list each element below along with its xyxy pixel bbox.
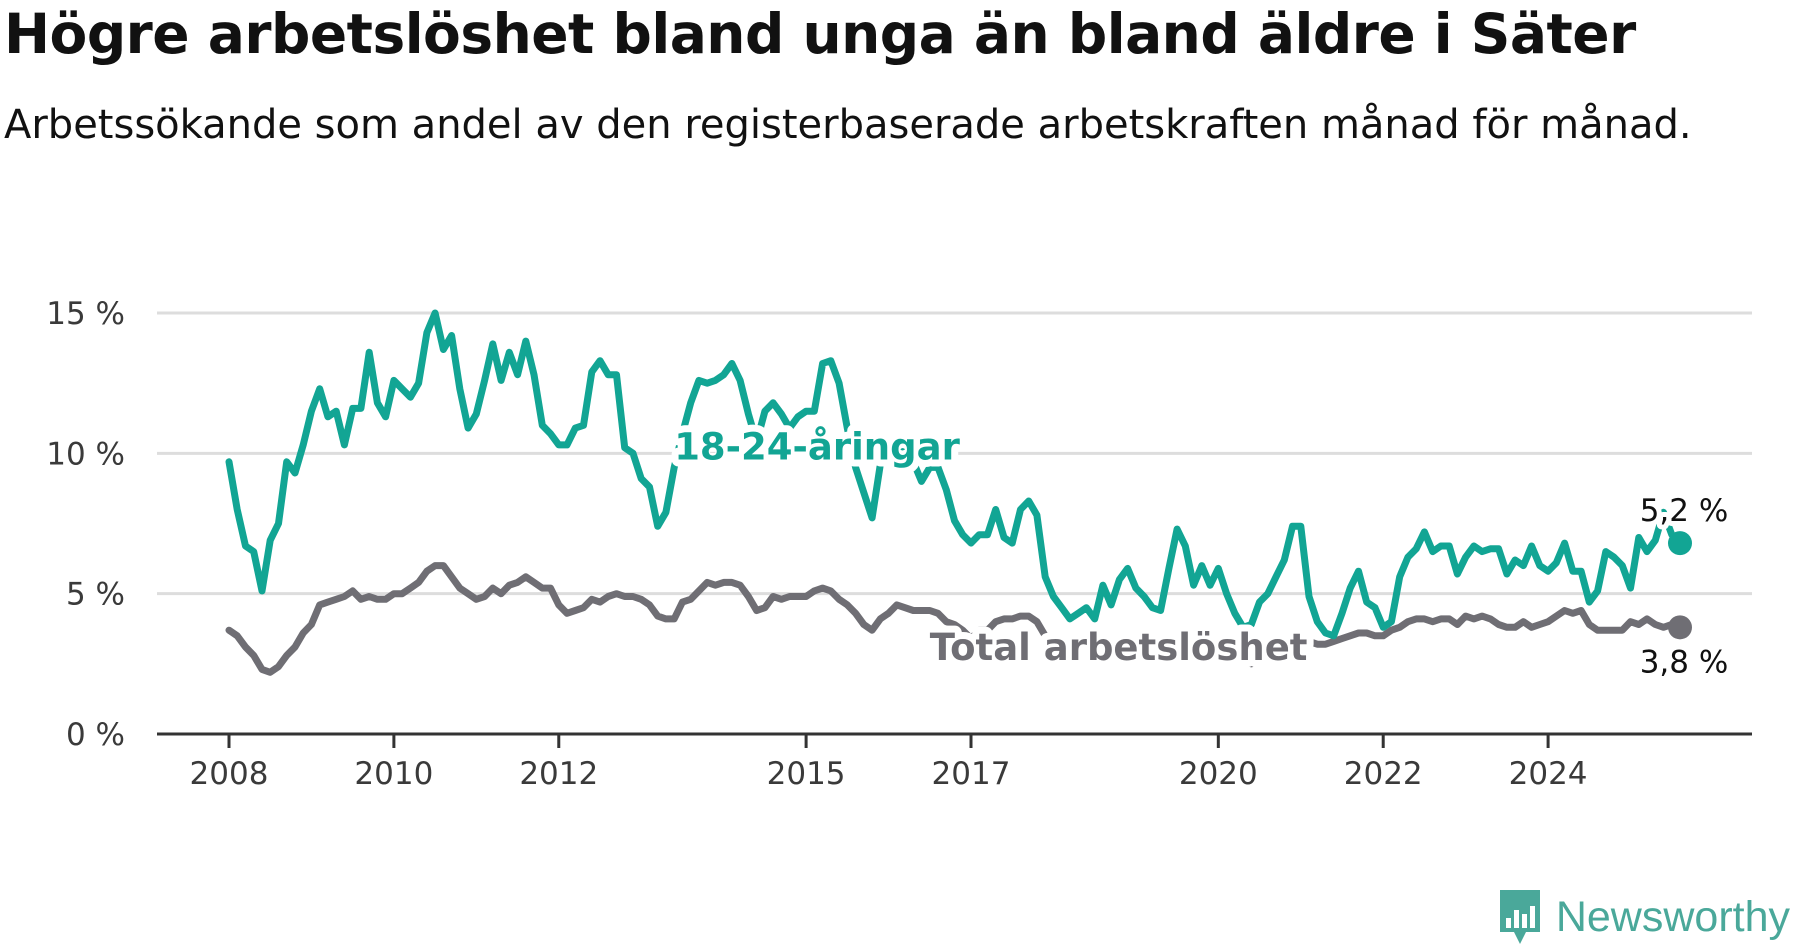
end-value-label-halo: 5,2 % [1640, 493, 1729, 529]
y-axis-ticks: 0 % 5 % 10 % 15 % [46, 296, 125, 753]
line-chart: 0 %5 %10 %15 % 2008 2010 2012 2015 2017 2020 2… [46, 296, 1752, 792]
series-name-label-halo: 18-24-åringar [674, 426, 960, 469]
brand: Newsworthy [1496, 886, 1790, 948]
end-value-label: 3,8 % [1640, 644, 1729, 680]
x-tick-label: 2022 [1344, 756, 1423, 792]
y-tick-label: 15 % [46, 296, 125, 332]
series-end-marker [1668, 615, 1692, 640]
x-axis-ticks: 2008 2010 2012 2015 2017 2020 2022 2024 [190, 734, 1588, 792]
series-name-label: Total arbetslöshet [930, 626, 1308, 669]
end-value-label: 5,2 % [1640, 493, 1729, 529]
x-tick-label: 2024 [1509, 756, 1588, 792]
series-line [225, 309, 1684, 640]
x-tick-label: 2020 [1179, 756, 1258, 792]
series-line [225, 562, 1684, 676]
series-name-label: 18-24-åringar [674, 426, 960, 469]
x-tick-label: 2010 [354, 756, 433, 792]
x-tick-label: 2012 [519, 756, 598, 792]
x-tick-label: 2008 [190, 756, 269, 792]
series-name-label-halo: Total arbetslöshet [930, 626, 1308, 669]
series-lines [225, 309, 1692, 676]
x-tick-label: 2017 [932, 756, 1011, 792]
x-tick-label: 2015 [767, 756, 846, 792]
chart-title: Högre arbetslöshet bland unga än bland ä… [4, 2, 1636, 66]
y-tick-label: 0 % [66, 717, 125, 753]
end-value-label-halo: 3,8 % [1640, 644, 1729, 680]
grid-lines [157, 311, 1752, 596]
newsworthy-logo-icon [1499, 890, 1540, 944]
brand-name: Newsworthy [1555, 892, 1790, 941]
y-tick-label: 5 % [66, 577, 125, 613]
chart-subtitle: Arbetssökande som andel av den registerb… [4, 102, 1692, 148]
y-tick-label: 10 % [46, 436, 125, 472]
series-end-marker [1668, 531, 1692, 556]
